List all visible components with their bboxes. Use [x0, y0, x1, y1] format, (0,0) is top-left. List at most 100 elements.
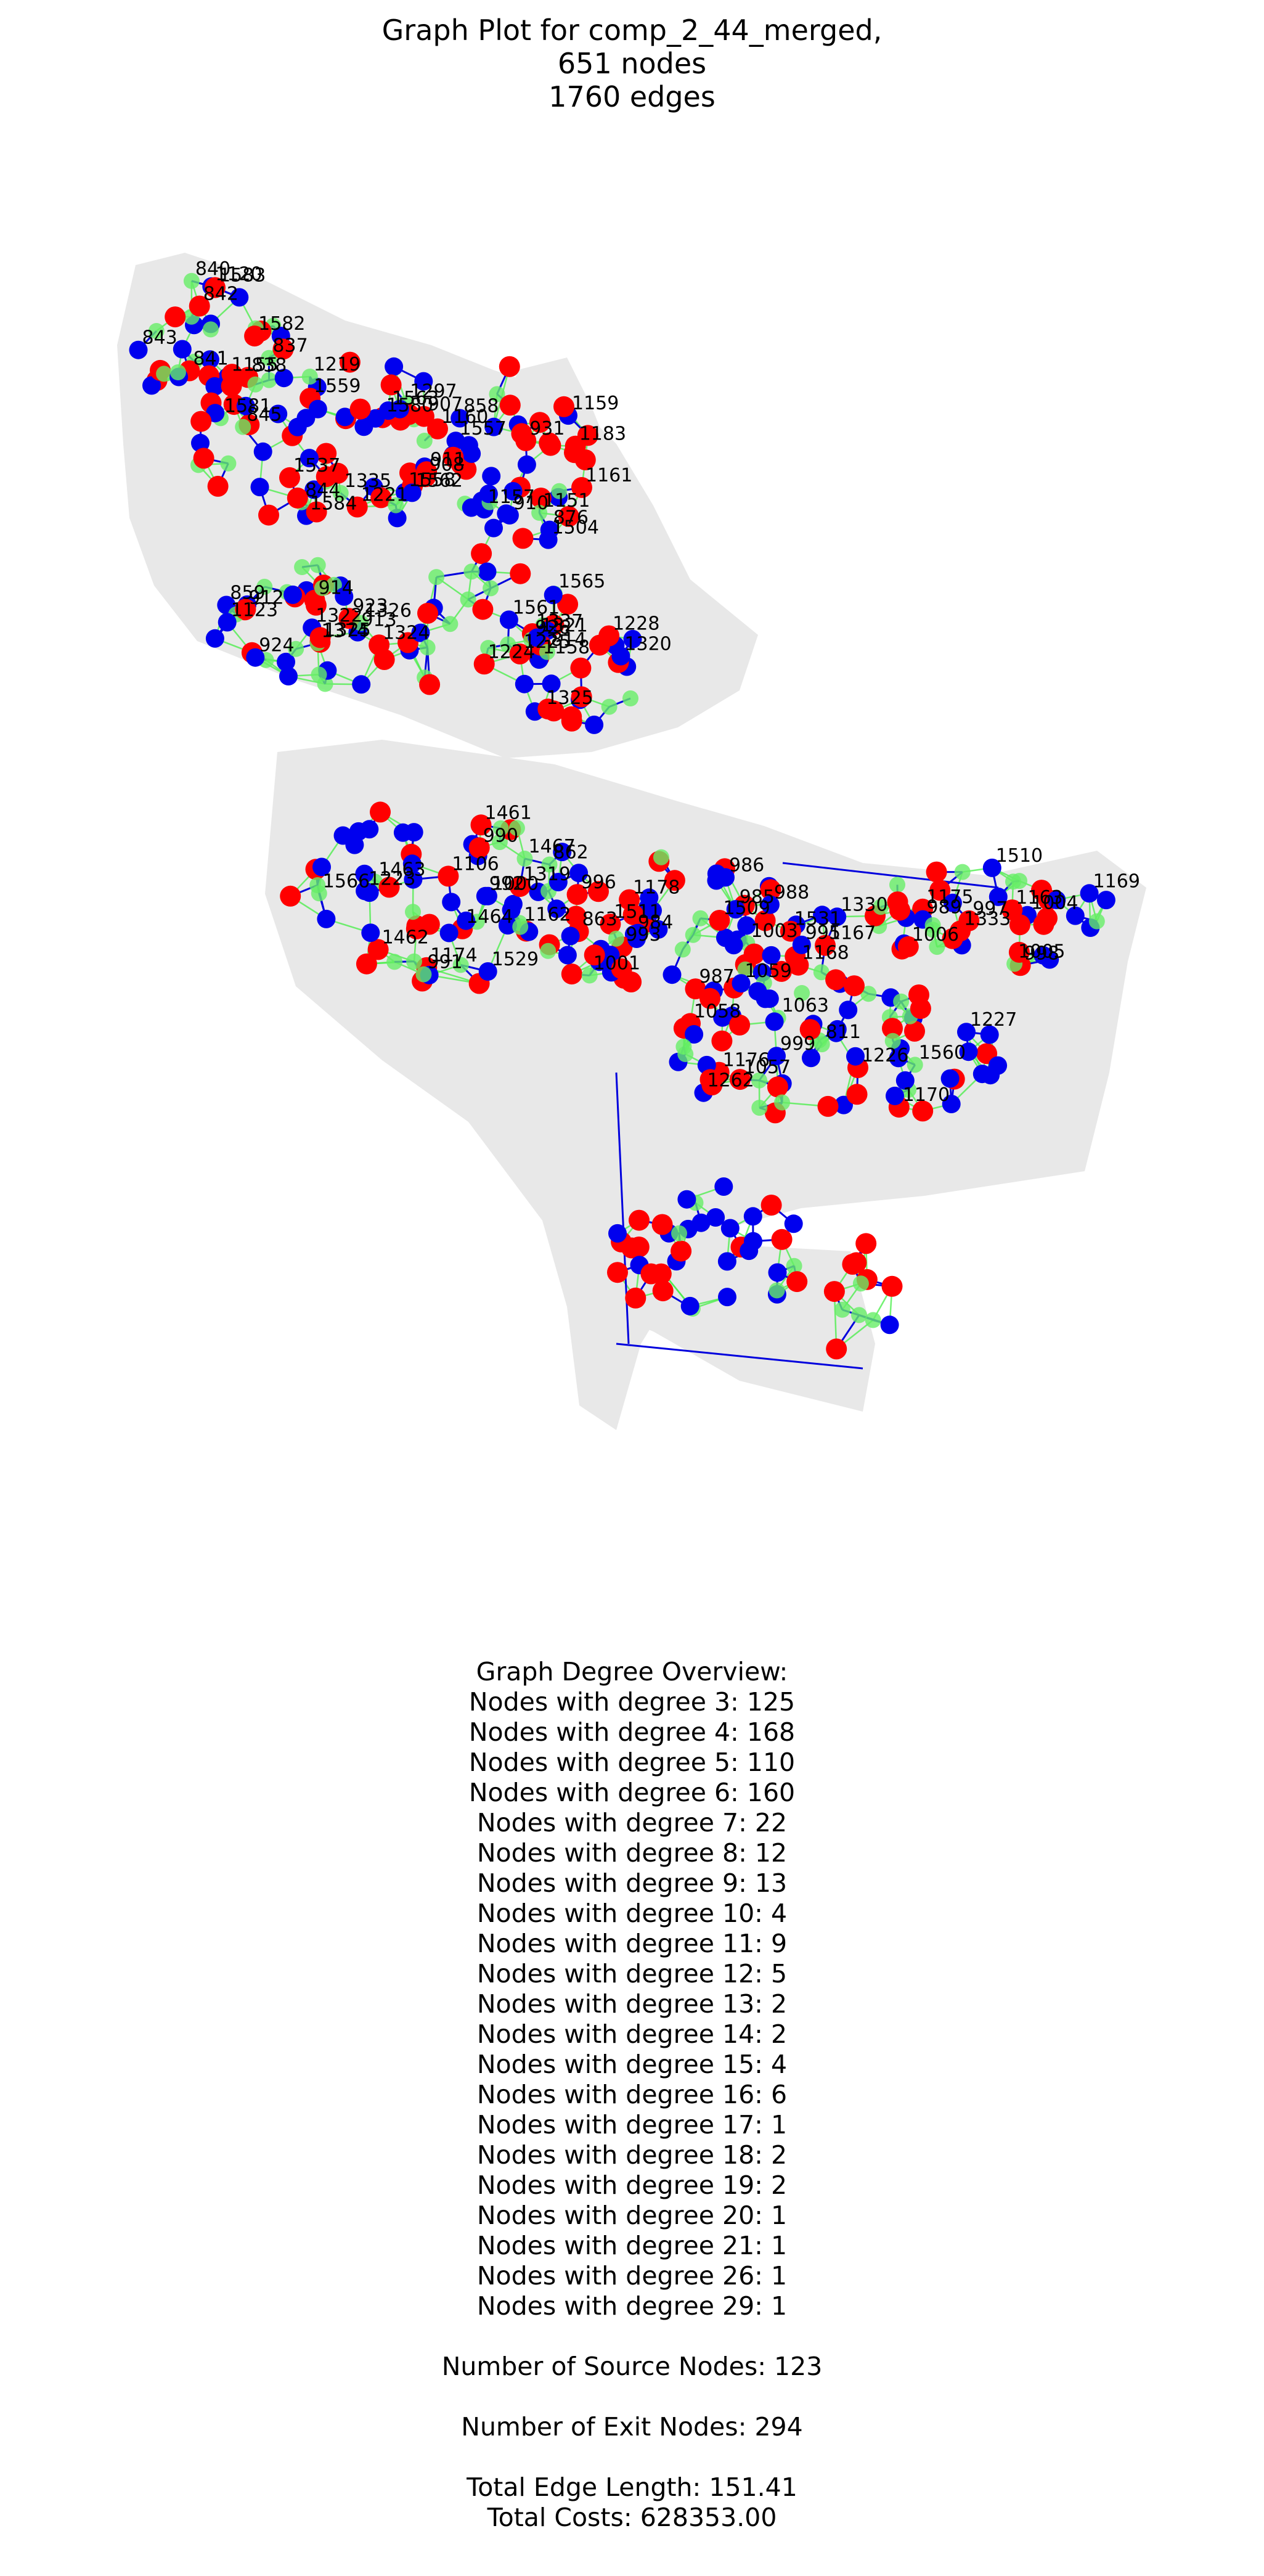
node-label: 1325 — [324, 619, 370, 641]
junction-node — [692, 910, 709, 926]
junction-node — [873, 899, 889, 915]
source-node — [413, 406, 434, 427]
source-node — [625, 1287, 646, 1309]
junction-node — [247, 376, 264, 393]
source-node — [512, 528, 534, 549]
node-label: 1582 — [258, 313, 305, 335]
junction-node — [405, 904, 421, 920]
node-label: 1059 — [745, 960, 792, 982]
node-label: 1463 — [378, 859, 425, 880]
exit-node — [718, 1288, 736, 1307]
exit-node — [548, 873, 568, 891]
degree-line: Nodes with degree 21: 1 — [476, 2231, 788, 2260]
source-node — [897, 936, 919, 957]
node-label: 986 — [729, 854, 764, 876]
exit-node — [352, 675, 371, 694]
exit-node — [269, 404, 288, 423]
degree-line: Nodes with degree 29: 1 — [476, 2291, 788, 2321]
junction-node — [235, 419, 251, 435]
source-node — [780, 920, 801, 942]
node-label: 913 — [361, 610, 396, 631]
degree-line: Nodes with degree 19: 2 — [476, 2170, 788, 2200]
exit-node — [218, 613, 237, 632]
junction-node — [924, 917, 941, 933]
exit-node — [959, 1042, 978, 1061]
exit-node — [716, 868, 735, 887]
degree-line: Nodes with degree 9: 13 — [476, 1868, 788, 1898]
exit-node — [643, 901, 662, 920]
source-node — [349, 398, 371, 420]
exit-node — [390, 399, 409, 419]
node-label: 1566 — [323, 870, 370, 892]
junction-node — [491, 834, 508, 851]
junction-node — [893, 993, 910, 1010]
junction-node — [489, 386, 505, 403]
source-node — [652, 1280, 674, 1302]
source-node — [771, 960, 792, 982]
node-label: 1337 — [536, 611, 583, 632]
exit-node — [274, 369, 293, 388]
source-node — [881, 1275, 903, 1297]
junction-node — [774, 1094, 790, 1111]
exit-node — [402, 854, 422, 873]
exit-node — [767, 1047, 786, 1066]
degree-line: Nodes with degree 13: 2 — [476, 1989, 788, 2019]
node-label: 912 — [248, 587, 283, 608]
source-node — [760, 1195, 782, 1216]
source-node — [543, 700, 565, 722]
source-node — [651, 1214, 673, 1235]
source-node — [287, 487, 308, 509]
node-label: 1330 — [841, 894, 887, 915]
source-node — [1009, 914, 1030, 936]
node-label: 1228 — [613, 613, 659, 635]
title-line-1: Graph Plot for comp_2_44_merged, — [381, 14, 883, 47]
junction-node — [261, 350, 277, 366]
node-label: 1219 — [314, 354, 361, 375]
node-label: 1063 — [782, 995, 829, 1016]
source-node — [558, 505, 579, 527]
exit-node — [476, 886, 495, 906]
source-node — [622, 904, 644, 925]
node-label: 1106 — [452, 853, 499, 875]
node-label: 907 — [428, 394, 463, 415]
exit-node — [828, 907, 847, 926]
source-node — [815, 934, 836, 956]
degree-list: Nodes with degree 3: 125 Nodes with degre… — [0, 1687, 1264, 2321]
exit-node — [706, 1208, 725, 1227]
exit-node — [826, 1023, 846, 1042]
exit-node — [792, 935, 811, 954]
source-node — [760, 879, 781, 901]
source-node — [509, 643, 531, 664]
source-node — [380, 374, 402, 396]
source-node — [416, 461, 438, 483]
exit-node — [361, 923, 380, 942]
junction-node — [622, 690, 638, 706]
node-label: 863 — [582, 909, 618, 930]
exit-node — [737, 916, 756, 935]
exit-node — [1047, 890, 1066, 909]
junction-node — [309, 557, 326, 573]
exit-node — [685, 1025, 704, 1044]
source-node — [438, 865, 459, 887]
degree-overview: Graph Degree Overview: Nodes with degree… — [0, 1657, 1264, 2533]
exit-node — [498, 916, 517, 935]
exit-node — [942, 1095, 961, 1113]
source-node — [427, 418, 448, 440]
junction-node — [406, 953, 422, 970]
node-label: 910 — [513, 493, 548, 514]
source-node — [356, 953, 377, 975]
source-node — [629, 1209, 650, 1231]
exit-node — [308, 399, 327, 419]
exit-node — [561, 926, 580, 946]
junction-node — [508, 820, 525, 836]
node-label: 1461 — [485, 802, 532, 824]
source-node — [817, 1095, 839, 1117]
source-node — [419, 674, 441, 695]
source-node — [767, 1076, 788, 1098]
junction-node — [786, 1257, 802, 1274]
node-label: 1161 — [585, 465, 632, 486]
source-node — [561, 706, 582, 727]
source-node — [1008, 941, 1030, 963]
exit-node — [517, 455, 536, 474]
node-label: 1509 — [724, 898, 770, 919]
